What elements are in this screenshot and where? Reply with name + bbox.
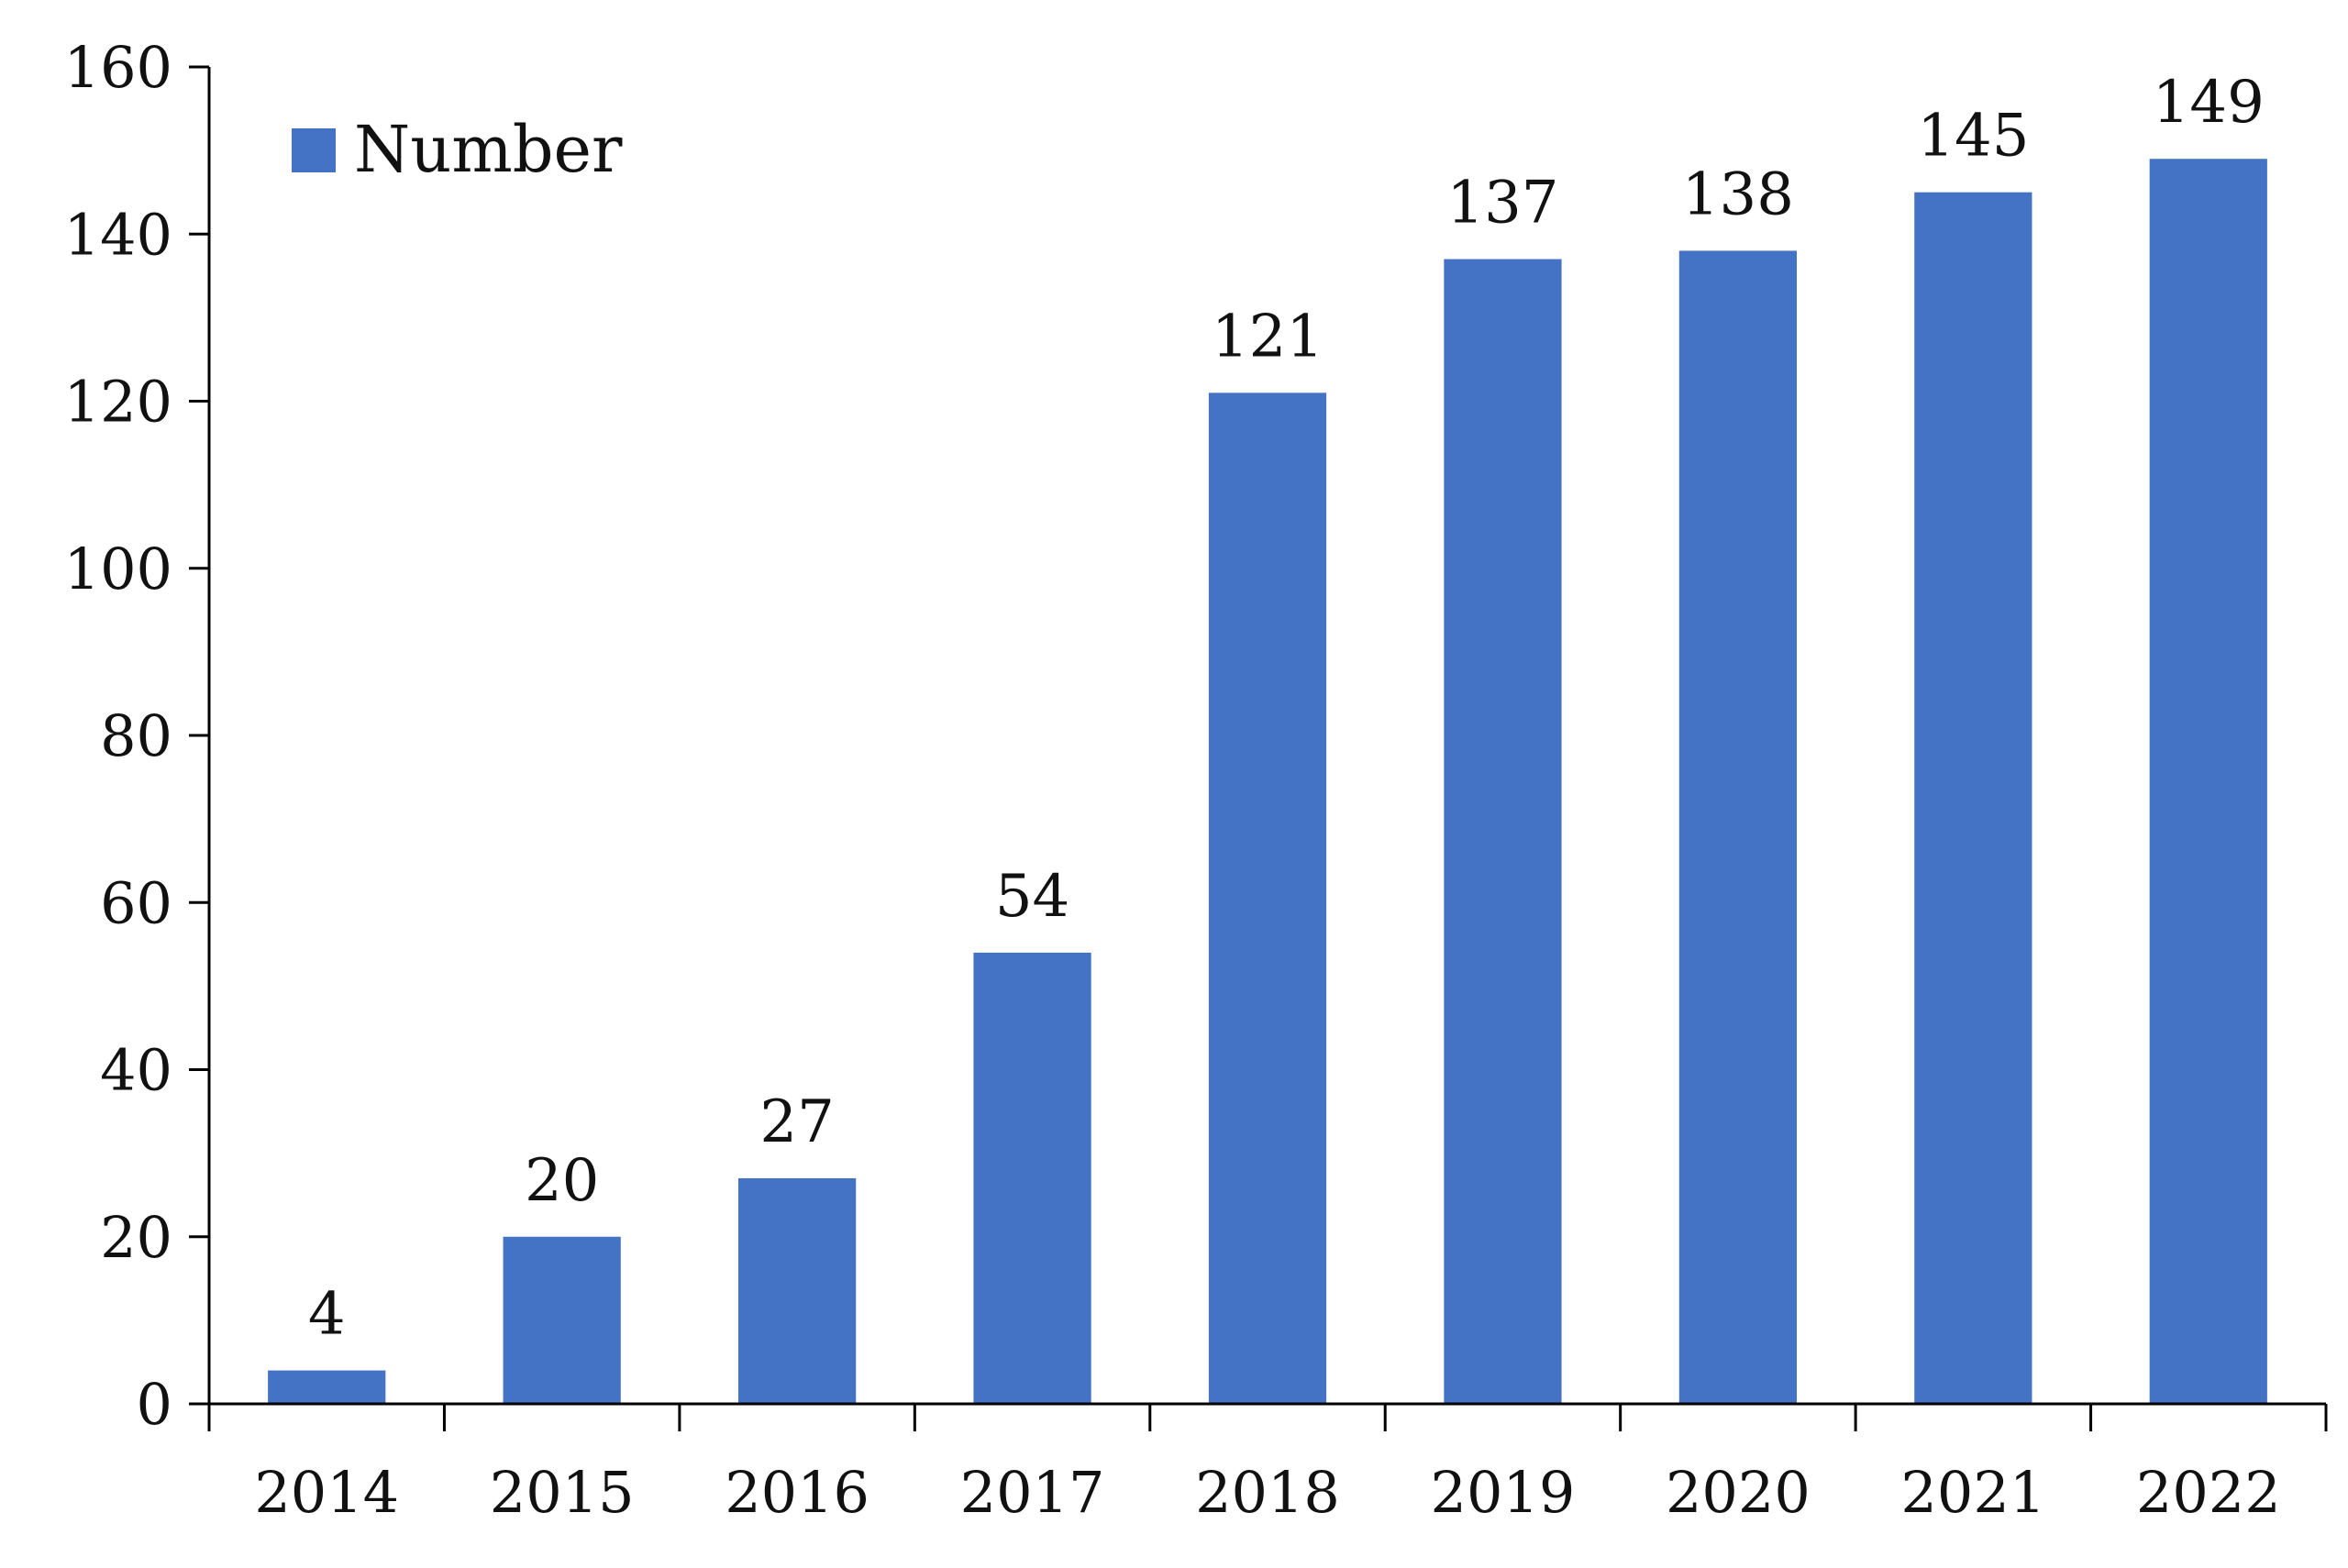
y-tick-label: 80: [100, 702, 172, 769]
y-tick-label: 40: [100, 1037, 172, 1104]
data-label-2015: 20: [525, 1147, 599, 1215]
bar-2014: [268, 1370, 386, 1404]
y-tick-label: 140: [64, 201, 172, 268]
x-tick-label: 2015: [490, 1459, 635, 1526]
bar-2021: [1914, 192, 2032, 1404]
y-ticks-group: 0 20 40 60 80 100 120 140 160: [64, 34, 209, 1438]
legend-label-number: Number: [354, 112, 623, 187]
y-tick-label: 160: [64, 34, 172, 101]
x-ticks-group: 2014 2015 2016 2017 2018 2019 2020 2021 2022: [207, 1404, 2328, 1526]
x-tick-label: 2020: [1666, 1459, 1811, 1526]
data-label-2017: 54: [995, 863, 1069, 931]
bars-group: [268, 159, 2267, 1405]
bar-2016: [738, 1177, 857, 1404]
bar-2022: [2149, 159, 2267, 1404]
data-label-2014: 4: [308, 1281, 346, 1349]
x-tick-label: 2019: [1431, 1459, 1576, 1526]
y-tick-label: 20: [100, 1204, 172, 1271]
data-label-2016: 27: [759, 1088, 834, 1156]
legend-swatch-number: [292, 128, 336, 172]
x-tick-label: 2017: [960, 1459, 1105, 1526]
x-tick-label: 2014: [254, 1459, 399, 1526]
y-tick-label: 0: [137, 1371, 172, 1438]
x-tick-label: 2021: [1900, 1459, 2045, 1526]
data-label-2018: 121: [1212, 303, 1324, 370]
x-tick-label: 2018: [1195, 1459, 1340, 1526]
data-labels-group: 4 20 27 54 121 137 138 145 149: [308, 69, 2265, 1348]
data-label-2019: 137: [1446, 170, 1558, 237]
bar-2020: [1678, 250, 1797, 1405]
y-tick-label: 60: [100, 869, 172, 936]
data-label-2021: 145: [1917, 103, 2029, 171]
legend: Number: [292, 112, 623, 187]
bar-2019: [1444, 259, 1562, 1404]
y-tick-label: 120: [64, 369, 172, 436]
bar-2017: [973, 952, 1091, 1404]
y-tick-label: 100: [64, 536, 172, 602]
data-label-2022: 149: [2153, 69, 2265, 137]
x-tick-label: 2016: [725, 1459, 869, 1526]
data-label-2020: 138: [1682, 160, 1794, 228]
bar-2015: [503, 1236, 621, 1404]
x-tick-label: 2022: [2136, 1459, 2281, 1526]
bar-2018: [1208, 392, 1327, 1405]
